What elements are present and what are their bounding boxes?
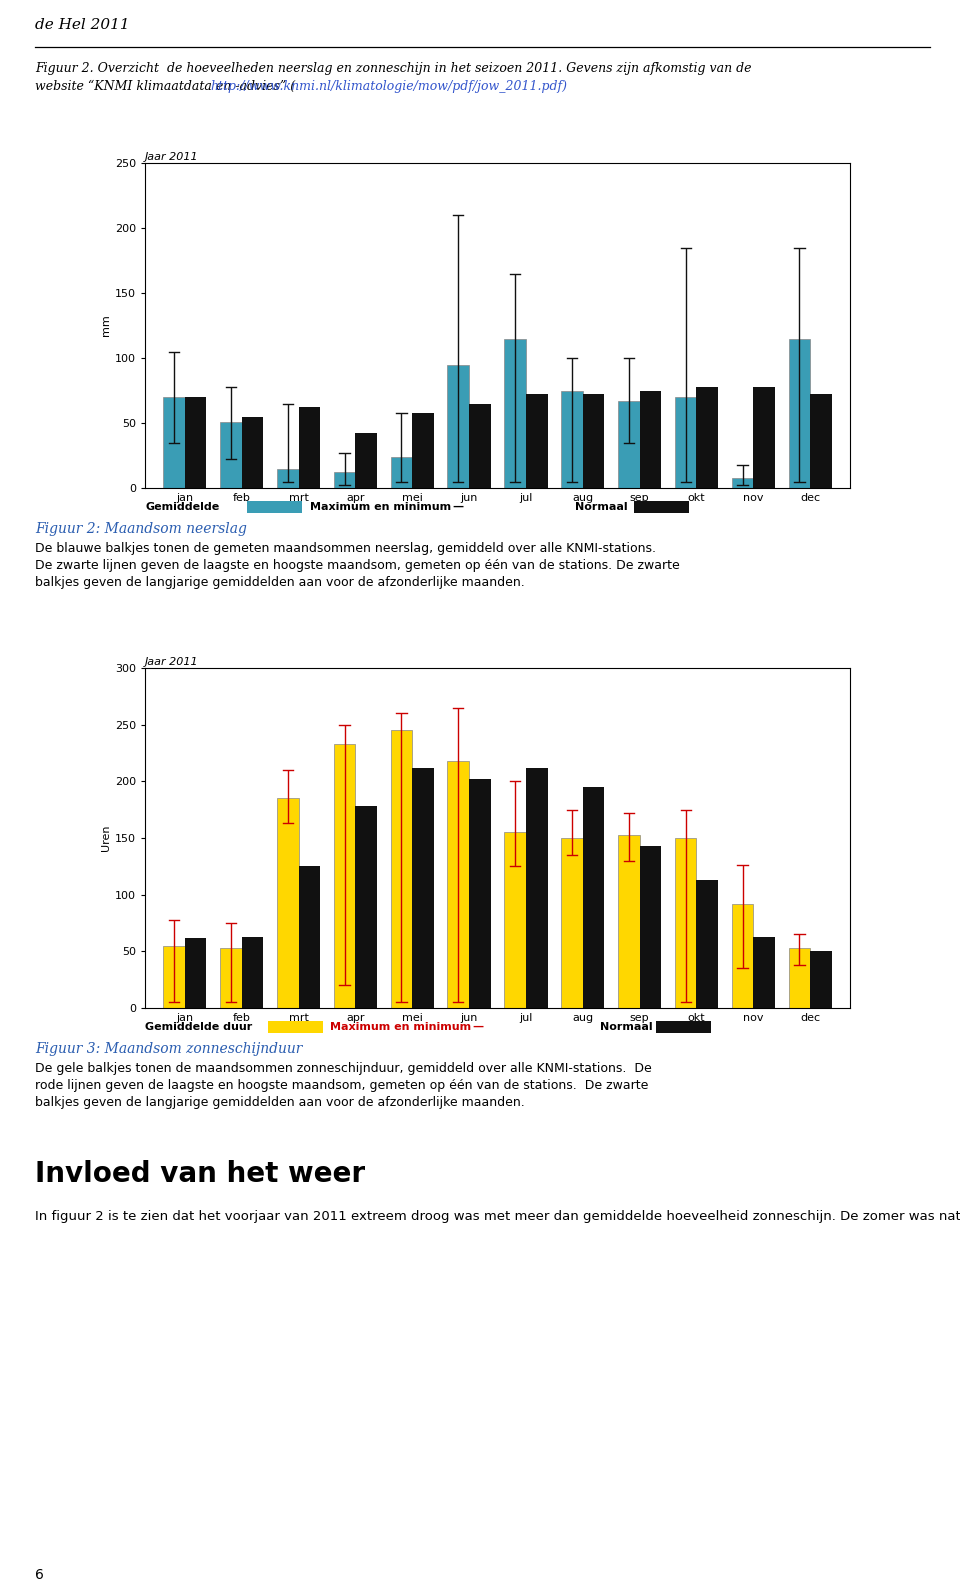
Text: website “KNMI klimaatdata en -advies” (: website “KNMI klimaatdata en -advies” ( [35, 80, 295, 92]
Text: Gemiddelde duur: Gemiddelde duur [145, 1023, 252, 1032]
Y-axis label: mm: mm [101, 315, 110, 336]
Text: Jaar 2011: Jaar 2011 [145, 153, 199, 162]
Bar [299, 867, 320, 1008]
Bar [391, 730, 412, 1008]
Bar [469, 779, 491, 1008]
Bar [412, 768, 434, 1008]
Bar [276, 798, 299, 1008]
Bar [184, 397, 206, 487]
Bar [675, 838, 697, 1008]
Bar [469, 403, 491, 487]
Bar [184, 938, 206, 1008]
Bar [334, 473, 355, 487]
Text: Figuur 2: Maandsom neerslag: Figuur 2: Maandsom neerslag [35, 523, 247, 535]
Bar [220, 948, 242, 1008]
Bar [697, 387, 718, 487]
Bar [562, 390, 583, 487]
Bar [391, 457, 412, 487]
Bar [334, 744, 355, 1008]
Bar [504, 338, 526, 487]
Text: —: — [472, 1023, 483, 1032]
Text: Maximum en minimum: Maximum en minimum [330, 1023, 471, 1032]
Bar [412, 413, 434, 487]
Text: Gemiddelde: Gemiddelde [145, 502, 219, 511]
Text: de Hel 2011: de Hel 2011 [35, 18, 130, 32]
Text: De gele balkjes tonen de maandsommen zonneschijnduur, gemiddeld over alle KNMI-s: De gele balkjes tonen de maandsommen zon… [35, 1063, 652, 1109]
Bar [242, 937, 263, 1008]
Bar [618, 835, 639, 1008]
Bar [355, 433, 377, 487]
Bar [447, 761, 469, 1008]
Bar [163, 946, 184, 1008]
Bar [242, 416, 263, 487]
Bar [355, 806, 377, 1008]
Bar [754, 937, 775, 1008]
Bar [810, 951, 831, 1008]
Bar [639, 390, 661, 487]
Text: Invloed van het weer: Invloed van het weer [35, 1160, 365, 1188]
Text: Normaal: Normaal [600, 1023, 653, 1032]
Bar [583, 395, 605, 487]
Text: Maximum en minimum: Maximum en minimum [310, 502, 451, 511]
Bar [754, 387, 775, 487]
Text: Figuur 3: Maandsom zonneschijnduur: Figuur 3: Maandsom zonneschijnduur [35, 1042, 302, 1056]
Y-axis label: Uren: Uren [101, 825, 110, 851]
Bar [562, 838, 583, 1008]
Bar [447, 365, 469, 487]
Bar [810, 395, 831, 487]
Text: —: — [452, 502, 463, 511]
Bar [697, 879, 718, 1008]
Bar [732, 478, 754, 487]
Text: 6: 6 [35, 1568, 44, 1582]
Text: http://www.knmi.nl/klimatologie/mow/pdf/jow_2011.pdf): http://www.knmi.nl/klimatologie/mow/pdf/… [210, 80, 567, 92]
Bar [788, 338, 810, 487]
Text: Jaar 2011: Jaar 2011 [145, 658, 199, 667]
Text: Normaal: Normaal [575, 502, 628, 511]
Bar [732, 903, 754, 1008]
Bar [504, 832, 526, 1008]
Text: In figuur 2 is te zien dat het voorjaar van 2011 extreem droog was met meer dan : In figuur 2 is te zien dat het voorjaar … [35, 1211, 960, 1223]
Text: Figuur 2. Overzicht  de hoeveelheden neerslag en zonneschijn in het seizoen 2011: Figuur 2. Overzicht de hoeveelheden neer… [35, 62, 752, 75]
Bar [163, 397, 184, 487]
Bar [220, 422, 242, 487]
Bar [583, 787, 605, 1008]
Bar [299, 408, 320, 487]
Bar [675, 397, 697, 487]
Bar [788, 948, 810, 1008]
Bar [526, 395, 547, 487]
Bar [639, 846, 661, 1008]
Bar [618, 401, 639, 487]
Bar [276, 468, 299, 487]
Bar [526, 768, 547, 1008]
Text: De blauwe balkjes tonen de gemeten maandsommen neerslag, gemiddeld over alle KNM: De blauwe balkjes tonen de gemeten maand… [35, 542, 680, 589]
